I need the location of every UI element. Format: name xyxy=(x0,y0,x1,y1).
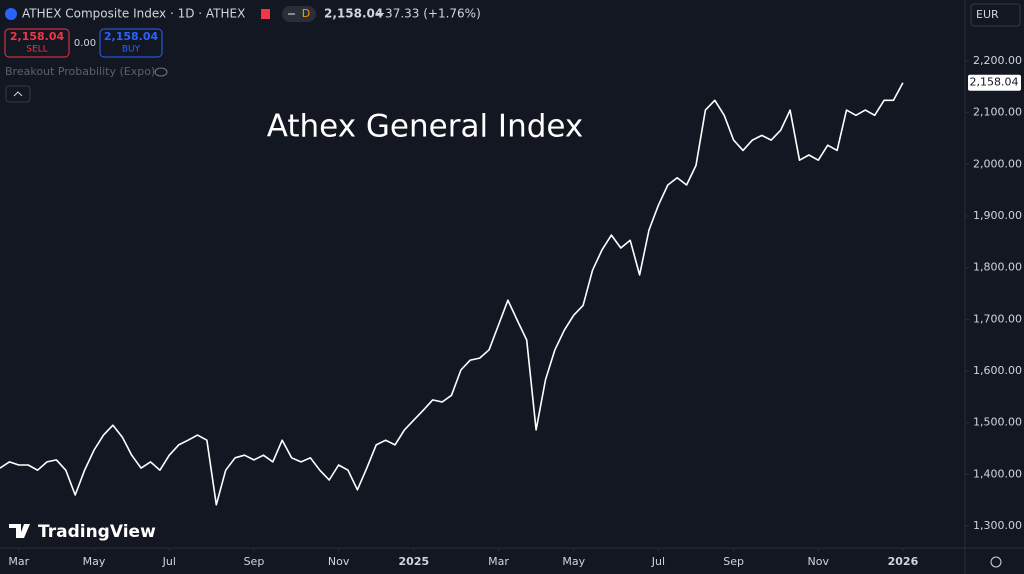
sell-label: SELL xyxy=(26,45,47,55)
last-price-label: 2,158.04 xyxy=(970,76,1019,89)
badge xyxy=(282,6,316,22)
collapse-icon xyxy=(13,91,23,97)
y-tick-label: 2,000.00 xyxy=(973,157,1022,170)
buy-button[interactable] xyxy=(99,28,163,58)
y-tick-label: 1,600.00 xyxy=(973,364,1022,377)
header-change: +37.33 (+1.76%) xyxy=(375,7,481,21)
y-tick-label: 2,200.00 xyxy=(973,54,1022,67)
last-price-box xyxy=(968,74,1021,91)
x-tick-label: Nov xyxy=(808,555,830,568)
brand: TradingView xyxy=(38,522,156,542)
x-tick-label: Mar xyxy=(8,555,29,568)
y-tick-label: 1,800.00 xyxy=(973,261,1022,274)
buy-label: BUY xyxy=(122,45,141,55)
plot-area xyxy=(0,82,904,506)
settings-icon[interactable] xyxy=(990,556,1002,568)
y-tick-label: 1,700.00 xyxy=(973,312,1022,325)
badge-text: D xyxy=(302,7,310,20)
price-line xyxy=(0,82,904,506)
y-tick-label: 1,400.00 xyxy=(973,467,1022,480)
badge-dash xyxy=(288,13,295,15)
symbol-title: ATHEX Composite Index · 1D · ATHEX xyxy=(22,7,245,21)
spread: 0.00 xyxy=(74,38,96,49)
brand-logo xyxy=(9,524,30,538)
sell-price: 2,158.04 xyxy=(10,30,65,43)
x-tick-label: 2026 xyxy=(888,555,919,568)
currency: EUR xyxy=(976,8,999,21)
indicator-label: Breakout Probability (Expo) xyxy=(5,65,155,78)
x-tick-label: May xyxy=(83,555,106,568)
eye-icon[interactable] xyxy=(154,67,168,77)
x-tick-label: Sep xyxy=(244,555,265,568)
x-tick-label: Jul xyxy=(651,555,665,568)
buy-price: 2,158.04 xyxy=(104,30,159,43)
currency-button[interactable] xyxy=(970,3,1021,27)
y-tick-label: 1,900.00 xyxy=(973,209,1022,222)
y-tick-label: 2,100.00 xyxy=(973,106,1022,119)
y-tick-label: 1,300.00 xyxy=(973,519,1022,532)
x-tick-label: 2025 xyxy=(399,555,430,568)
x-tick-label: Nov xyxy=(328,555,350,568)
chart-title: Athex General Index xyxy=(267,109,584,145)
x-tick-label: Sep xyxy=(723,555,744,568)
header-price: 2,158.04 xyxy=(324,7,383,21)
y-tick-label: 1,500.00 xyxy=(973,416,1022,429)
flag-icon xyxy=(261,9,270,19)
x-tick-label: May xyxy=(562,555,585,568)
collapse-button[interactable] xyxy=(5,85,31,103)
x-tick-label: Jul xyxy=(162,555,176,568)
x-tick-label: Mar xyxy=(488,555,509,568)
symbol-icon xyxy=(5,8,17,20)
sell-button[interactable] xyxy=(4,28,70,58)
